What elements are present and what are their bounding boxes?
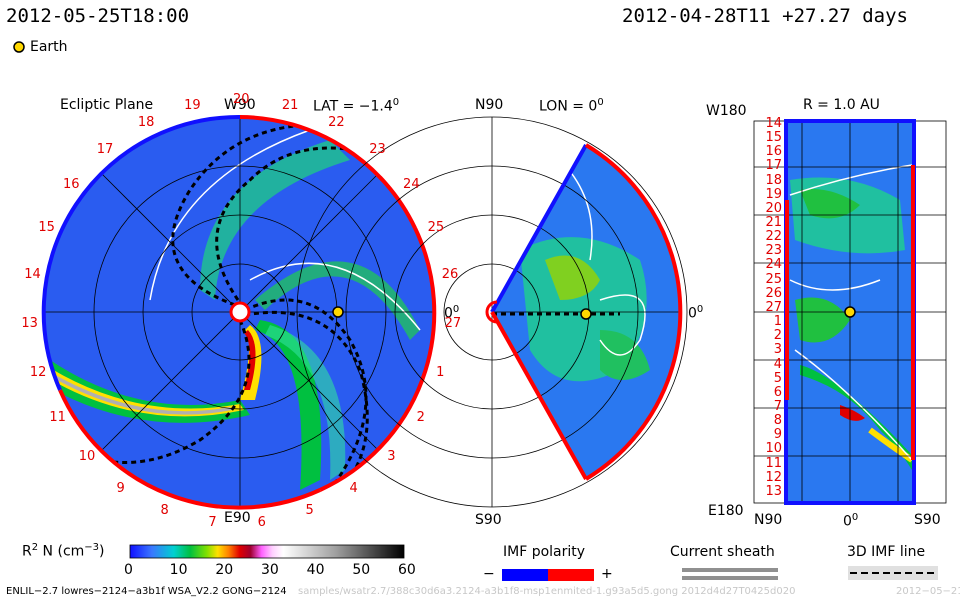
radial-surface-map <box>753 119 947 505</box>
current-sheath-key <box>682 568 778 580</box>
colorbar-tick: 40 <box>306 562 325 578</box>
carrington-label: 14 <box>24 267 41 283</box>
radial-y-label: 15 <box>765 130 782 146</box>
right-info: 2012−05−21 <box>896 586 960 597</box>
carrington-label: 15 <box>38 220 55 236</box>
radial-y-label: 24 <box>765 257 782 273</box>
ecliptic-top-label: W90 <box>224 97 256 113</box>
radial-y-label: 7 <box>773 398 782 414</box>
radial-y-label: 19 <box>765 186 782 202</box>
colorbar-tick: 0 <box>124 562 133 578</box>
radial-y-label: 5 <box>773 370 782 386</box>
carrington-label: 6 <box>257 514 266 530</box>
radial-y-label: 1 <box>773 314 782 330</box>
carrington-label: 27 <box>444 316 462 332</box>
carrington-label: 3 <box>387 449 396 465</box>
radial-x-left-label: N90 <box>754 512 783 528</box>
imf-plus-label: + <box>601 566 613 582</box>
radial-y-label: 16 <box>765 144 782 160</box>
colorbar-tick: 50 <box>352 562 371 578</box>
carrington-label: 19 <box>184 97 201 113</box>
colorbar-tick: 20 <box>215 562 234 578</box>
carrington-label: 13 <box>21 316 38 332</box>
carrington-label: 20 <box>233 92 250 107</box>
ecliptic-title: Ecliptic Plane <box>60 97 154 113</box>
radial-y-label: 22 <box>765 229 782 245</box>
right-timestamp: 2012-04-28T11 +27.27 days <box>622 5 908 27</box>
radial-y-label: 20 <box>765 200 782 216</box>
carrington-label: 12 <box>29 364 47 380</box>
radial-r-label: R = 1.0 AU <box>803 97 880 113</box>
carrington-label: 8 <box>160 503 169 519</box>
meridional-top-label: N90 <box>475 97 504 113</box>
ecliptic-plane-map <box>41 114 437 510</box>
carrington-label: 23 <box>369 141 386 157</box>
carrington-label: 7 <box>208 514 217 530</box>
imf-line-key <box>848 566 938 580</box>
colorbar-tick: 10 <box>169 562 188 578</box>
radial-y-label: 13 <box>765 483 782 499</box>
radial-y-label: 10 <box>765 441 782 457</box>
radial-y-label: 8 <box>773 413 782 429</box>
radial-y-label: 14 <box>765 116 782 131</box>
colorbar-tick: 60 <box>398 562 416 578</box>
carrington-label: 21 <box>281 97 299 113</box>
carrington-label: 22 <box>328 114 345 130</box>
colorbar-label: R2 N (cm−3) <box>22 542 105 560</box>
carrington-label: 5 <box>305 503 314 519</box>
radial-y-label: 18 <box>765 172 782 188</box>
carrington-label: 16 <box>62 177 80 193</box>
meridional-right-label: 00 <box>688 304 704 322</box>
ecliptic-right-label: 00 <box>444 304 460 322</box>
carrington-label: 1 <box>436 364 445 380</box>
carrington-label: 18 <box>137 114 155 130</box>
carrington-label: 17 <box>96 141 114 157</box>
radial-y-label: 2 <box>773 328 782 344</box>
carrington-label: 26 <box>441 267 459 283</box>
model-info: ENLIL−2.7 lowres−2124−a3b1f WSA_V2.2 GON… <box>6 586 287 597</box>
meridional-plane-map <box>296 116 688 508</box>
radial-x-right-label: S90 <box>914 512 941 528</box>
path-info: samples/wsatr2.7/388c30d6a3.2124-a3b1f8-… <box>298 586 796 597</box>
left-timestamp: 2012-05-25T18:00 <box>6 5 190 27</box>
density-colorbar <box>129 544 405 559</box>
radial-y-label: 17 <box>765 158 782 174</box>
imf-polarity-key <box>502 569 594 581</box>
imf-polarity-label: IMF polarity <box>503 544 586 560</box>
earth-legend-label: Earth <box>30 39 68 55</box>
carrington-label: 10 <box>78 449 96 465</box>
carrington-label: 24 <box>403 177 420 193</box>
carrington-label: 4 <box>349 481 358 497</box>
meridional-lon-label: LON = 00 <box>539 97 604 115</box>
current-sheath-label: Current sheath <box>670 544 775 560</box>
colorbar-tick: 30 <box>261 562 279 578</box>
radial-y-label: 27 <box>765 299 782 315</box>
carrington-label: 25 <box>427 220 445 236</box>
radial-top-label: W180 <box>706 103 747 119</box>
ecliptic-lat-label: LAT = −1.40 <box>313 97 400 115</box>
carrington-label: 9 <box>116 481 125 497</box>
ecliptic-bottom-label: E90 <box>224 510 251 526</box>
radial-y-label: 11 <box>765 455 782 471</box>
radial-y-label: 25 <box>765 271 782 287</box>
meridional-bottom-label: S90 <box>475 512 502 528</box>
radial-y-label: 23 <box>765 243 782 259</box>
carrington-label: 2 <box>416 410 425 425</box>
radial-x-mid-label: 00 <box>843 512 859 530</box>
radial-y-label: 6 <box>773 384 782 400</box>
radial-y-label: 21 <box>765 215 782 231</box>
radial-y-label: 26 <box>765 285 782 301</box>
carrington-label: 11 <box>49 410 66 425</box>
radial-y-label: 9 <box>773 427 782 443</box>
imf-minus-label: − <box>483 566 495 582</box>
radial-y-label: 12 <box>765 469 782 485</box>
radial-y-label: 3 <box>773 342 782 358</box>
radial-bottom-label: E180 <box>708 503 744 519</box>
imf-line-label: 3D IMF line <box>847 544 926 560</box>
radial-y-label: 4 <box>773 356 782 372</box>
